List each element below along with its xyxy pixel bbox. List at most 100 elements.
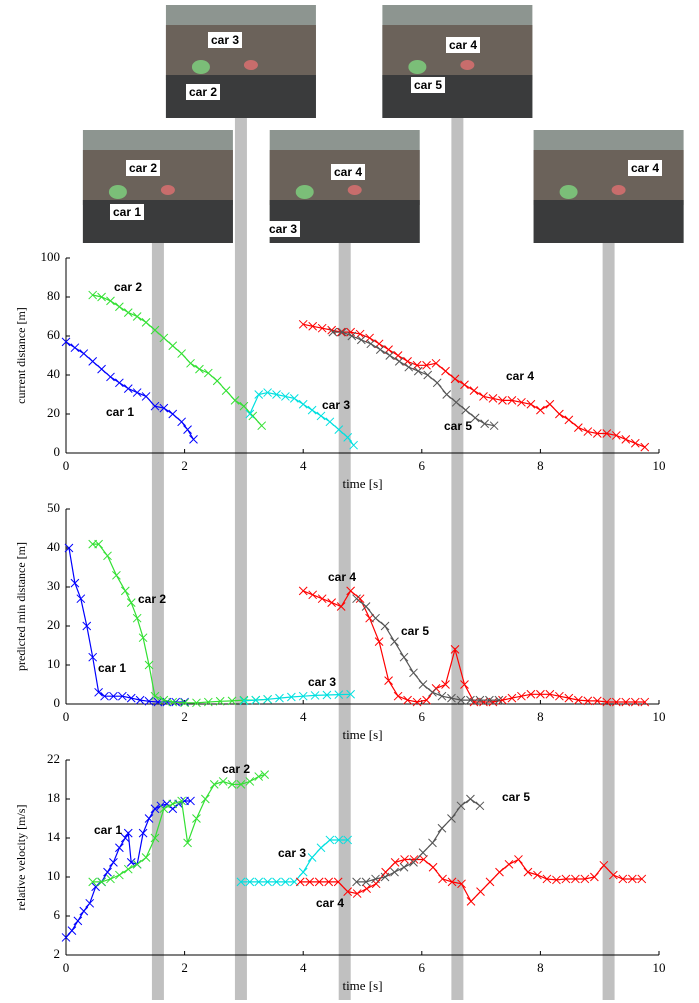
data-point <box>246 410 254 418</box>
time-marker-bar <box>235 117 247 1000</box>
data-point <box>112 571 120 579</box>
y-tick-label: 22 <box>47 751 60 766</box>
frame-label: car 3 <box>269 222 297 236</box>
series-label: car 5 <box>401 624 429 638</box>
data-point <box>326 418 334 426</box>
camera-frame: car 4car 5 <box>382 5 532 118</box>
frame-buildings <box>83 150 233 205</box>
data-point <box>328 599 336 607</box>
data-point <box>467 897 475 905</box>
x-tick-label: 0 <box>63 458 70 473</box>
frame-road <box>382 75 532 118</box>
x-tick-label: 10 <box>653 709 666 724</box>
data-point <box>439 875 447 883</box>
data-point <box>258 422 266 430</box>
series-label: car 3 <box>322 398 350 412</box>
y-tick-label: 10 <box>47 868 60 883</box>
data-point <box>80 350 88 358</box>
data-point <box>121 587 129 595</box>
x-tick-label: 8 <box>537 709 544 724</box>
data-point <box>80 907 88 915</box>
data-point <box>68 927 76 935</box>
x-tick-label: 6 <box>419 960 426 975</box>
data-point <box>115 871 123 879</box>
y-tick-label: 6 <box>54 907 61 922</box>
series-line <box>333 332 494 426</box>
series-label: car 2 <box>222 762 250 776</box>
frame-label: car 2 <box>189 85 217 99</box>
data-point <box>210 780 218 788</box>
data-point <box>98 365 106 373</box>
series-label: car 1 <box>106 405 134 419</box>
data-point <box>536 406 544 414</box>
series-label: car 5 <box>444 419 472 433</box>
data-point <box>414 367 422 375</box>
data-point <box>264 389 272 397</box>
data-point <box>357 336 365 344</box>
data-point <box>106 875 114 883</box>
time-marker-bar <box>603 242 615 1000</box>
data-point <box>429 863 437 871</box>
data-point <box>400 653 408 661</box>
time-markers <box>152 117 615 1000</box>
frame-detection <box>109 185 127 199</box>
data-point <box>622 435 630 443</box>
y-axis-label: relative velocity [m/s] <box>14 805 28 911</box>
series-label: car 3 <box>278 846 306 860</box>
figure: car 2car 1car 3car 2car 4car 3car 4car 5… <box>0 0 699 1003</box>
time-marker-bar <box>339 242 351 1000</box>
y-tick-label: 40 <box>47 366 60 381</box>
y-tick-label: 0 <box>54 444 61 459</box>
series-label: car 4 <box>506 369 534 383</box>
frame-label: car 2 <box>129 161 157 175</box>
data-point <box>299 868 307 876</box>
data-point <box>169 800 177 808</box>
frame-label: car 5 <box>414 78 442 92</box>
data-point <box>395 357 403 365</box>
frame-buildings <box>534 150 684 205</box>
x-tick-label: 2 <box>181 960 188 975</box>
y-tick-label: 0 <box>54 695 61 710</box>
data-point <box>641 443 649 451</box>
data-point <box>486 878 494 886</box>
x-tick-label: 4 <box>300 960 307 975</box>
data-point <box>391 858 399 866</box>
data-point <box>115 844 123 852</box>
data-point <box>524 868 532 876</box>
x-tick-label: 0 <box>63 709 70 724</box>
frame-label: car 3 <box>211 33 239 47</box>
data-point <box>169 410 177 418</box>
x-tick-label: 8 <box>537 458 544 473</box>
data-point <box>477 888 485 896</box>
data-point <box>86 899 94 907</box>
data-point <box>201 795 209 803</box>
data-point <box>219 777 227 785</box>
data-point <box>555 410 563 418</box>
data-point <box>178 418 186 426</box>
series-line <box>357 599 499 700</box>
data-point <box>391 638 399 646</box>
data-point <box>124 309 132 317</box>
x-axis-label: time [s] <box>342 727 382 742</box>
data-point <box>106 373 114 381</box>
frame-detection <box>460 60 474 70</box>
series-label: car 2 <box>138 592 166 606</box>
data-point <box>89 357 97 365</box>
series-label: car 4 <box>328 570 356 584</box>
frame-detection <box>161 185 175 195</box>
data-point <box>255 773 263 781</box>
data-point <box>317 844 325 852</box>
data-point <box>419 849 427 857</box>
x-tick-label: 10 <box>653 458 666 473</box>
data-point <box>381 622 389 630</box>
data-point <box>246 777 254 785</box>
y-tick-label: 18 <box>47 790 60 805</box>
x-tick-label: 0 <box>63 960 70 975</box>
data-point <box>318 595 326 603</box>
frame-road <box>83 200 233 243</box>
data-point <box>169 342 177 350</box>
x-axis-label: time [s] <box>342 978 382 993</box>
series-line <box>303 591 645 702</box>
data-point <box>213 377 221 385</box>
